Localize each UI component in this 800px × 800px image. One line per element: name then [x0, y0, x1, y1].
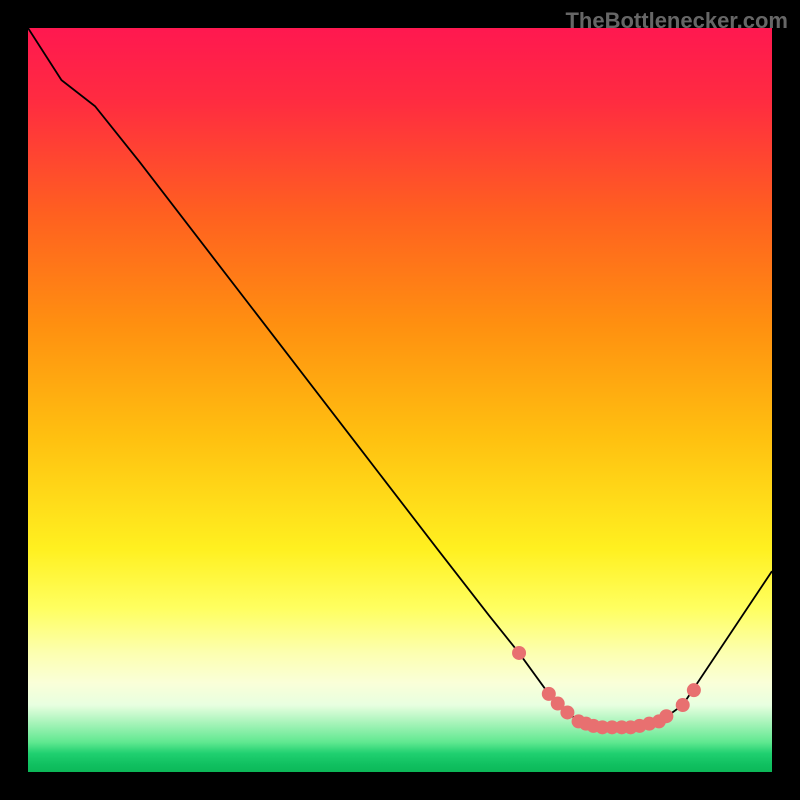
chart-plot-area	[28, 28, 772, 772]
data-marker	[676, 698, 690, 712]
data-marker	[659, 709, 673, 723]
watermark-text: TheBottlenecker.com	[565, 8, 788, 34]
chart-overlay	[28, 28, 772, 772]
bottleneck-curve	[28, 28, 772, 727]
data-marker	[687, 683, 701, 697]
data-marker	[512, 646, 526, 660]
data-marker	[560, 705, 574, 719]
marker-group	[512, 646, 701, 734]
